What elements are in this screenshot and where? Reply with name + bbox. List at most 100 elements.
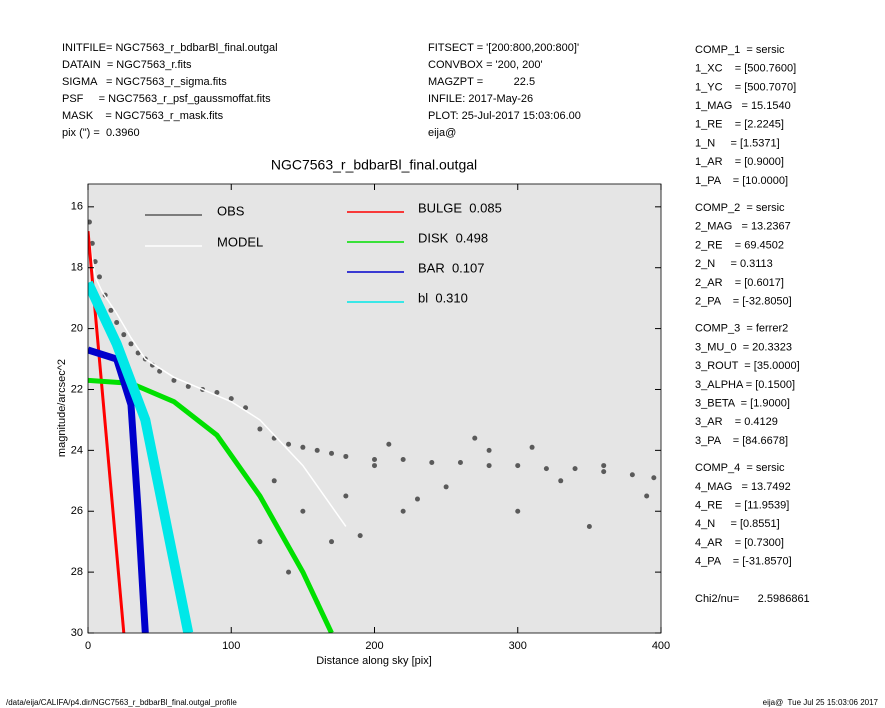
param-line: 1_YC = [500.7070] — [695, 81, 796, 93]
obs-point — [300, 444, 306, 450]
header-line: PLOT: 25-Jul-2017 15:03:06.00 — [428, 110, 581, 122]
y-tick-label: 22 — [71, 383, 83, 395]
param-line: COMP_4 = sersic — [695, 462, 785, 474]
obs-point — [114, 320, 120, 326]
x-tick-label: 0 — [85, 640, 91, 652]
header-line: FITSECT = '[200:800,200:800]' — [428, 42, 579, 54]
x-tick-label: 400 — [652, 640, 670, 652]
header-line: SIGMA = NGC7563_r_sigma.fits — [62, 76, 227, 88]
obs-point — [515, 463, 521, 469]
obs-point — [386, 441, 392, 447]
obs-point — [88, 219, 92, 225]
obs-point — [329, 539, 335, 545]
obs-point — [286, 441, 292, 447]
obs-point — [92, 259, 98, 265]
obs-point — [457, 460, 463, 466]
param-line: 1_RE = [2.2245] — [695, 119, 784, 131]
param-line: 3_AR = 0.4129 — [695, 416, 778, 428]
obs-point — [372, 456, 377, 462]
y-tick-label: 24 — [71, 444, 83, 456]
param-line: 2_MAG = 13.2367 — [695, 221, 791, 233]
y-tick-label: 30 — [71, 627, 83, 639]
obs-point — [185, 383, 191, 389]
obs-point — [543, 466, 549, 472]
y-tick-label: 28 — [71, 566, 83, 578]
obs-point — [257, 539, 263, 545]
param-line: 1_N = [1.5371] — [695, 137, 780, 149]
obs-point — [329, 450, 335, 456]
header-line: CONVBOX = '200, 200' — [428, 59, 543, 71]
obs-point — [271, 478, 277, 484]
obs-point — [214, 390, 220, 396]
obs-point — [515, 508, 521, 514]
obs-point — [228, 396, 234, 402]
obs-point — [121, 332, 127, 338]
obs-point — [243, 405, 249, 411]
param-line: 3_ROUT = [35.0000] — [695, 360, 800, 372]
x-tick-label: 300 — [509, 640, 527, 652]
y-axis-label: magnitude/arcsec^2 — [56, 359, 68, 457]
obs-point — [372, 463, 377, 469]
obs-point — [314, 447, 320, 453]
header-line: eija@ — [428, 127, 456, 139]
obs-point — [558, 478, 564, 484]
param-line: 1_AR = [0.9000] — [695, 156, 784, 168]
obs-point — [429, 460, 435, 466]
obs-point — [128, 341, 134, 347]
y-tick-label: 18 — [71, 262, 83, 274]
obs-point — [157, 368, 163, 374]
obs-point — [357, 533, 363, 539]
obs-point — [343, 453, 349, 459]
header-line: INFILE: 2017-May-26 — [428, 93, 533, 105]
param-line: 2_AR = [0.6017] — [695, 277, 784, 289]
param-line: 3_ALPHA = [0.1500] — [695, 379, 795, 391]
param-line: 1_PA = [10.0000] — [695, 175, 788, 187]
param-line: 3_MU_0 = 20.3323 — [695, 341, 792, 353]
obs-point — [443, 484, 449, 490]
legend-label: DISK 0.498 — [418, 230, 488, 245]
obs-point — [400, 456, 406, 462]
y-tick-label: 16 — [71, 201, 83, 213]
obs-point — [601, 463, 607, 469]
param-line: 2_N = 0.3113 — [695, 258, 773, 270]
header-line: MASK = NGC7563_r_mask.fits — [62, 110, 224, 122]
obs-point — [572, 466, 578, 472]
header-line: DATAIN = NGC7563_r.fits — [62, 59, 192, 71]
param-line: 4_N = [0.8551] — [695, 518, 780, 530]
param-line: 4_MAG = 13.7492 — [695, 481, 791, 493]
x-axis-label: Distance along sky [pix] — [316, 655, 432, 667]
param-line: 2_RE = 69.4502 — [695, 239, 784, 251]
obs-point — [171, 377, 177, 383]
chart-title: NGC7563_r_bdbarBl_final.outgal — [271, 157, 477, 173]
x-tick-label: 100 — [222, 640, 240, 652]
obs-point — [135, 350, 141, 356]
model-line — [88, 346, 149, 633]
obs-point — [89, 240, 95, 246]
obs-point — [486, 447, 492, 453]
obs-point — [414, 496, 420, 502]
obs-point — [586, 523, 592, 529]
obs-point — [472, 435, 478, 441]
param-line: 1_XC = [500.7600] — [695, 63, 796, 75]
header-line: MAGZPT = 22.5 — [428, 76, 535, 88]
header-line: PSF = NGC7563_r_psf_gaussmoffat.fits — [62, 93, 271, 105]
footer-path: /data/eija/CALIFA/p4.dir/NGC7563_r_bdbar… — [6, 698, 237, 707]
legend-label: BULGE 0.085 — [418, 200, 502, 215]
obs-point — [644, 493, 650, 499]
param-line: 3_BETA = [1.9000] — [695, 398, 790, 410]
obs-point — [108, 307, 114, 313]
obs-point — [651, 475, 657, 481]
param-line: 1_MAG = 15.1540 — [695, 100, 791, 112]
legend-label: OBS — [217, 203, 245, 218]
param-line: COMP_1 = sersic — [695, 44, 785, 56]
obs-point — [629, 472, 635, 478]
obs-point — [343, 493, 349, 499]
legend-label: bl 0.310 — [418, 290, 468, 305]
legend-label: BAR 0.107 — [418, 260, 485, 275]
param-line: COMP_2 = sersic — [695, 202, 785, 214]
param-line: 3_PA = [84.6678] — [695, 435, 788, 447]
y-tick-label: 26 — [71, 505, 83, 517]
obs-point — [486, 463, 492, 469]
obs-point — [300, 508, 306, 514]
